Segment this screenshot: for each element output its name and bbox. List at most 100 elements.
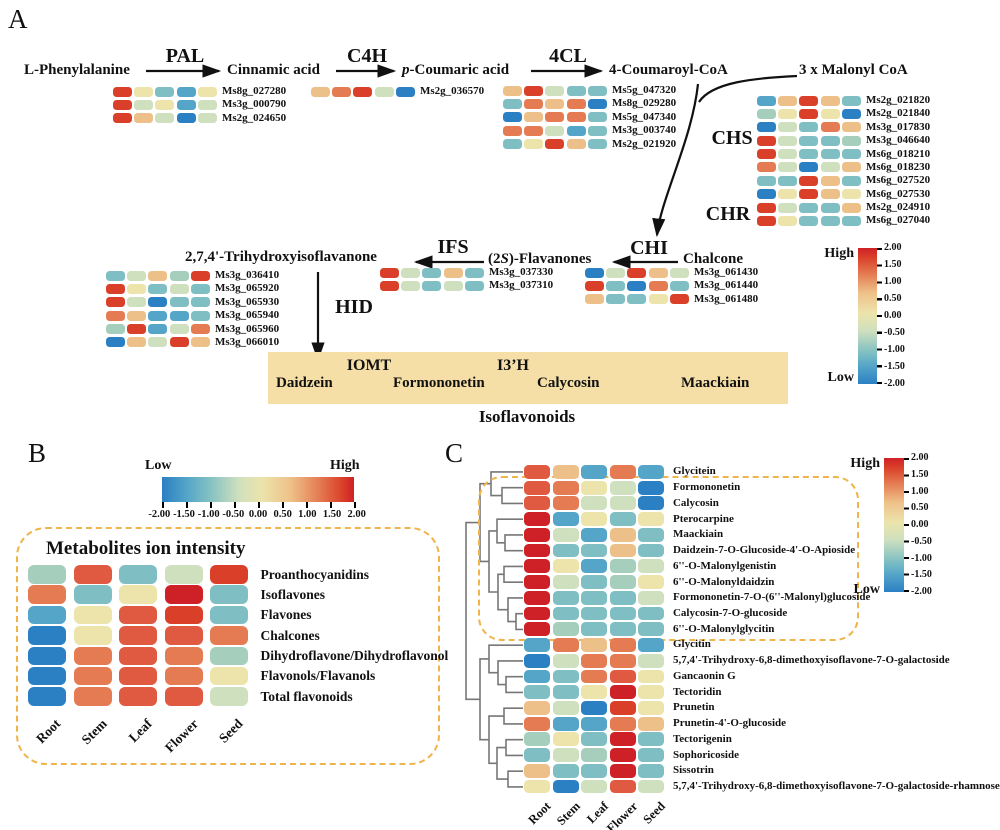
enzyme-chr: CHR [705,203,751,225]
heatmap-cell [210,666,248,686]
heatmap-cell [127,283,147,294]
heatmap-cell [581,496,608,511]
heatmap-cell [638,685,665,700]
heatmap-cell [524,763,550,778]
heatmap-cell [552,559,579,574]
heatmap-cell [524,139,544,150]
heatmap-cell [73,666,112,686]
heatmap-cell [552,465,579,479]
heatmap-row-label: Prunetin [672,701,715,714]
heatmap-cell [638,527,665,542]
colorbar-tick-label: 0.00 [248,509,268,520]
colorbar-a [858,248,877,384]
heatmap-cell [503,85,522,96]
heatmap-row: Glycitein [524,465,1000,479]
heatmap-cell [28,565,66,584]
heatmap-row: Ms6g_027040 [757,215,930,226]
heatmap-cell [545,98,565,109]
heatmap-cell [638,559,665,574]
heatmap-cell [606,294,626,305]
heatmap-row: Formononetin-7-O-(6''-Malonyl)glucoside [524,590,1000,605]
heatmap-row: Ms3g_037330 [380,267,553,278]
heatmap-cell [119,585,157,604]
heatmap-row: Calycosin [524,496,1000,511]
colorbar-tick-label: -0.50 [884,327,905,338]
heatmap-cell [638,638,665,652]
heatmap-cell [169,270,189,281]
heatmap-row: 6''-O-Malonylglycitin [524,622,1000,637]
metabolite-trihydroxyisoflavanone: 2,7,4'-Trihydroxyisoflavanone [185,249,377,265]
heatmap-row-label: Ms8g_027280 [221,85,287,97]
heatmap-row: Ms6g_018210 [757,148,930,160]
heatmap-cell [778,95,798,106]
metabolite-class-heatmap: Proanthocyanidins Isoflavones Flavones Chal… [28,565,448,706]
heatmap-cell [627,294,647,305]
colorbar-tick-label: 0.50 [884,293,902,304]
heatmap-cell [552,480,579,495]
heatmap-cell [581,543,608,558]
heatmap-row: Ms2g_024910 [757,202,930,213]
heatmap-cell [581,590,608,605]
heatmap-cell [778,162,798,173]
heatmap-cell [799,108,819,119]
dendrogram-branch [505,675,523,694]
colorbar-c-low-label: Low [853,582,880,597]
heatmap-row: Ms2g_024650 [113,112,286,124]
heatmap-cell [638,669,665,684]
metabolite-l-phenylalanine: L-Phenylalanine [24,62,130,78]
heatmap-cell [545,139,565,150]
heatmap-row-label: Chalcones [260,627,320,643]
heatmap-cell [524,622,550,637]
heatmap-row-label: Ms3g_000790 [221,98,287,111]
heatmap-cell [106,310,125,321]
heatmap-cell [606,267,626,278]
colorbar-b-high-label: High [330,458,360,473]
heatmap-cell [169,310,189,321]
heatmap-cell [164,646,203,666]
chs-heatmap: Ms2g_021820 Ms2g_021840 Ms3g_017830 Ms3g_04… [757,95,930,200]
heatmap-row: Ms6g_027530 [757,188,930,200]
heatmap-cell [552,622,579,637]
heatmap-cell [799,122,819,133]
heatmap-row-label: Ms2g_024910 [865,201,931,213]
pal-heatmap: Ms8g_027280 Ms3g_000790 Ms2g_024650 [113,86,286,124]
heatmap-cell [552,527,579,542]
heatmap-cell [119,605,157,625]
heatmap-cell [552,685,579,700]
heatmap-cell [148,297,168,308]
metabolite-daidzein: Daidzein [276,375,333,391]
heatmap-row-label: Tectorigenin [672,732,732,745]
heatmap-row: Ms3g_066010 [106,336,279,348]
heatmap-row-label: 5,7,4'-Trihydroxy-6,8-dimethoxyisoflavon… [672,780,1000,793]
heatmap-cell [524,480,550,495]
heatmap-cell [524,496,550,511]
heatmap-cell [552,496,579,511]
heatmap-cell [581,685,608,700]
heatmap-cell [155,113,175,124]
dendrogram-branch [507,770,523,788]
heatmap-cell [820,215,840,226]
heatmap-cell [757,215,776,226]
heatmap-cell [669,267,689,278]
metabolite-formononetin: Formononetin [393,375,485,391]
metabolite-malonyl-coa: 3 x Malonyl CoA [799,62,908,78]
heatmap-cell [503,98,522,109]
heatmap-cell [799,162,819,173]
heatmap-cell [820,202,840,213]
heatmap-cell [443,267,463,278]
heatmap-cell [841,122,861,133]
heatmap-cell [841,162,861,173]
colorbar-tick-label: -2.00 [148,509,171,520]
heatmap-row-label: Ms6g_027520 [865,174,931,187]
colorbar-tick-label: -2.00 [884,378,905,389]
heatmap-cell [106,337,125,348]
heatmap-row: Ms3g_036410 [106,270,279,281]
heatmap-cell [820,162,840,173]
heatmap-cell [609,512,636,526]
heatmap-cell [311,86,330,97]
heatmap-cell [401,267,421,278]
heatmap-row-label: Ms3g_037330 [488,266,554,278]
colorbar-tick-label: 2.00 [347,509,366,520]
heatmap-cell [799,175,819,186]
heatmap-row: Proanthocyanidins [28,565,448,584]
